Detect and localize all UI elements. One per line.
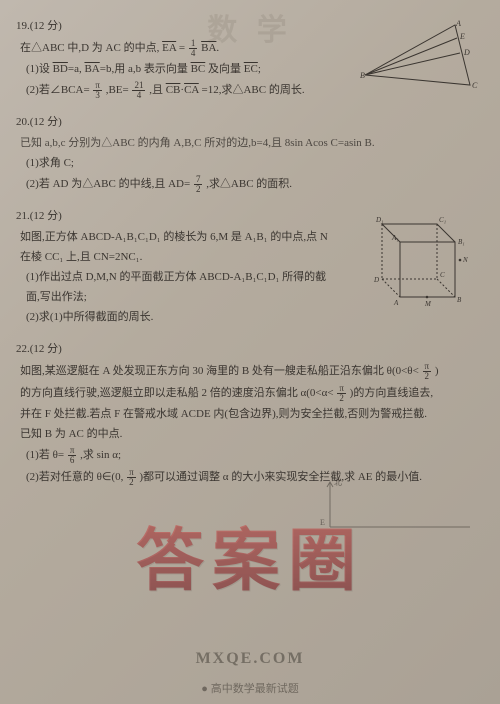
q20-sub2: (2)若 AD 为△ABC 的中线,且 AD= 72 ,求△ABC 的面积. (20, 175, 486, 194)
d: 4 (132, 91, 145, 100)
q21-s1a: (1)作出过点 D,M,N 的平面截正方体 ABCD-A₁B₁C₁D₁ 所得的截 (20, 269, 371, 286)
d: 2 (127, 478, 136, 487)
q20-body: 已知 a,b,c 分别为△ABC 的内角 A,B,C 所对的边,b=4,且 8s… (16, 135, 486, 194)
vec-CB: CB (166, 84, 181, 96)
q22-l4: 已知 B 为 AC 的中点. (20, 426, 486, 443)
vec-BA: BA (201, 42, 216, 54)
t: 如图,某巡逻艇在 A 处发现正东方向 30 海里的 B 处有一艘走私船正沿东偏北… (20, 365, 419, 377)
exam-page: 数 学 A B C D E 19.(12 分) 在△ABC 中,D 为 AC 的… (0, 0, 500, 704)
l-D1: D₁ (375, 216, 384, 224)
l-A: A (393, 299, 399, 307)
t: . (216, 42, 219, 54)
vec-CA: CA (184, 84, 199, 96)
t: 的方向直线行驶,巡逻艇立即以走私船 2 倍的速度沿东偏北 α(0<α< (20, 387, 334, 399)
d: 2 (423, 372, 432, 381)
t: (1)若 θ= (26, 449, 64, 461)
l-M: M (424, 300, 432, 308)
t: (1)设 (26, 63, 50, 75)
label-C: C (472, 81, 478, 90)
q22-l3: 并在 F 处拦截.若点 F 在警戒水域 ACDE 内(包含边界),则为安全拦截,… (20, 406, 486, 423)
l-A1: A₁ (391, 234, 399, 242)
label-E: E (459, 32, 465, 41)
q20-sub1: (1)求角 C; (20, 155, 486, 172)
d: 2 (337, 394, 346, 403)
t: (2)若对任意的 θ∈(0, (26, 471, 126, 483)
d: 4 (189, 49, 198, 58)
q22-l2: 的方向直线行驶,巡逻艇立即以走私船 2 倍的速度沿东偏北 α(0<α< π2 )… (20, 384, 486, 403)
frac-pi-6: π6 (68, 446, 77, 465)
watermark-sub: MXQE.COM (196, 647, 305, 672)
t: ; (258, 63, 261, 75)
t: )的方向直线追去, (350, 387, 433, 399)
t: ,求△ABC 的面积. (206, 178, 292, 190)
t: =12,求△ABC 的周长. (202, 84, 305, 96)
question-21: D₁ C₁ A₁ B₁ D C A B M N 21.(12 分) 如图,正方体… (16, 208, 486, 326)
fig19-labels: A B C D E (360, 20, 478, 90)
t: 在△ABC 中,D 为 AC 的中点, (20, 42, 159, 54)
figure-19-triangle: A B C D E (360, 20, 480, 90)
figure-22-map: E 北 (320, 477, 480, 537)
t: ,BE= (106, 84, 129, 96)
d: 6 (68, 456, 77, 465)
question-20: 20.(12 分) 已知 a,b,c 分别为△ABC 的内角 A,B,C 所对的… (16, 114, 486, 194)
t: (2)若 AD 为△ABC 的中线,且 AD= (26, 178, 190, 190)
q21-s1b: 面,写出作法; (20, 289, 371, 306)
t: (2)若∠BCA= (26, 84, 90, 96)
frac-21-4: 214 (132, 81, 145, 100)
watermark-bottom: ● 高中数学最新试题 (201, 681, 298, 698)
vec-BC: BC (191, 63, 206, 75)
l-B: B (457, 296, 462, 304)
t: ,且 (149, 84, 163, 96)
label-D: D (463, 48, 470, 57)
q22-s1: (1)若 θ= π6 ,求 sin α; (20, 446, 486, 465)
vec-EC: EC (244, 63, 258, 75)
label-E: E (320, 518, 325, 527)
l-D: D (373, 276, 379, 284)
vec-BD: BD (53, 63, 68, 75)
q20-head: 20.(12 分) (16, 114, 486, 131)
t: =b,用 a,b 表示向量 (100, 63, 188, 75)
l-C1: C₁ (439, 216, 446, 224)
frac-7-2: 72 (194, 175, 203, 194)
t: ,求 sin α; (80, 449, 121, 461)
vec-BA2: BA (84, 63, 99, 75)
frac-1-4: 14 (189, 39, 198, 58)
d: 3 (93, 91, 102, 100)
frac-pi-3: π3 (93, 81, 102, 100)
l-C: C (440, 271, 445, 279)
q20-line1: 已知 a,b,c 分别为△ABC 的内角 A,B,C 所对的边,b=4,且 8s… (20, 135, 486, 152)
question-19: A B C D E 19.(12 分) 在△ABC 中,D 为 AC 的中点, … (16, 18, 486, 100)
d: 2 (194, 185, 203, 194)
label-B: B (360, 71, 365, 80)
t: 及向量 (205, 63, 241, 75)
frac-pi-2a: π2 (423, 362, 432, 381)
label-A: A (455, 20, 461, 28)
l-N: N (462, 256, 468, 264)
figure-21-cube: D₁ C₁ A₁ B₁ D C A B M N (370, 212, 480, 312)
q21-l1: 如图,正方体 ABCD-A₁B₁C₁D₁ 的棱长为 6,M 是 A₁B₁ 的中点… (20, 229, 371, 246)
frac-pi-2c: π2 (127, 468, 136, 487)
t: ) (435, 365, 439, 377)
l-B1: B₁ (458, 238, 465, 246)
vec-EA: EA (162, 42, 176, 54)
question-22: 22.(12 分) 如图,某巡逻艇在 A 处发现正东方向 30 海里的 B 处有… (16, 341, 486, 487)
frac-pi-2b: π2 (337, 384, 346, 403)
q22-body: 如图,某巡逻艇在 A 处发现正东方向 30 海里的 B 处有一艘走私船正沿东偏北… (16, 362, 486, 487)
q22-l1: 如图,某巡逻艇在 A 处发现正东方向 30 海里的 B 处有一艘走私船正沿东偏北… (20, 362, 486, 381)
q22-head: 22.(12 分) (16, 341, 486, 358)
q21-s2: (2)求(1)中所得截面的周长. (20, 309, 371, 326)
t: =a, (68, 63, 82, 75)
t: = (179, 42, 185, 54)
label-N: 北 (334, 478, 342, 487)
q21-l2: 在棱 CC₁ 上,且 CN=2NC₁. (20, 249, 371, 266)
